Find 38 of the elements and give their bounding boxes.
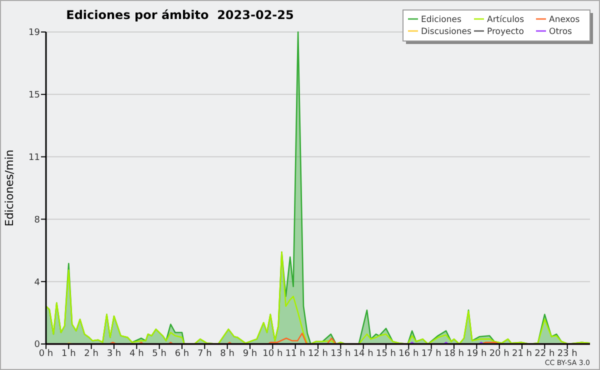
x-tick-label: 15 h <box>376 349 396 359</box>
y-tick-label: 4 <box>34 278 40 288</box>
x-tick-label: 11 h <box>285 349 306 359</box>
y-tick-label: 11 <box>28 152 40 163</box>
x-tick-label: 17 h <box>421 349 442 359</box>
x-tick-label: 13 h <box>330 349 351 359</box>
legend-label: Anexos <box>549 14 580 25</box>
x-tick-label: 21 h <box>512 349 532 359</box>
x-tick-label: 9 h <box>242 349 258 359</box>
x-tick-label: 7 h <box>198 349 212 359</box>
y-tick-label: 8 <box>34 215 40 226</box>
legend-label: Ediciones <box>421 14 462 25</box>
x-tick-label: 22 h <box>534 349 555 359</box>
x-tick-label: 18 h <box>444 349 464 359</box>
legend-label: Proyecto <box>487 26 524 37</box>
x-tick-label: 14 h <box>353 349 374 359</box>
x-tick-label: 6 h <box>174 349 190 359</box>
y-tick-label: 0 <box>34 340 40 350</box>
x-tick-label: 16 h <box>398 349 419 359</box>
x-tick-label: 20 h <box>489 349 510 359</box>
x-tick-label: 3 h <box>106 349 122 359</box>
x-tick-label: 5 h <box>152 349 166 359</box>
x-tick-label: 0 h <box>38 349 54 359</box>
legend-label: Artículos <box>487 14 525 25</box>
x-tick-label: 2 h <box>84 349 98 359</box>
x-tick-label: 23 h <box>557 349 578 359</box>
y-axis-title: Ediciones/min <box>3 150 16 226</box>
x-tick-label: 8 h <box>220 349 234 359</box>
x-tick-label: 4 h <box>130 349 144 359</box>
x-tick-label: 1 h <box>62 349 76 359</box>
legend-label: Otros <box>549 26 573 37</box>
x-tick-label: 10 h <box>262 349 283 359</box>
x-tick-label: 19 h <box>466 349 487 359</box>
y-tick-label: 19 <box>28 28 40 38</box>
y-tick-label: 15 <box>28 90 40 101</box>
x-tick-label: 12 h <box>308 349 328 359</box>
legend-label: Discusiones <box>421 26 472 37</box>
chart-title: Ediciones por ámbito 2023-02-25 <box>66 8 294 22</box>
